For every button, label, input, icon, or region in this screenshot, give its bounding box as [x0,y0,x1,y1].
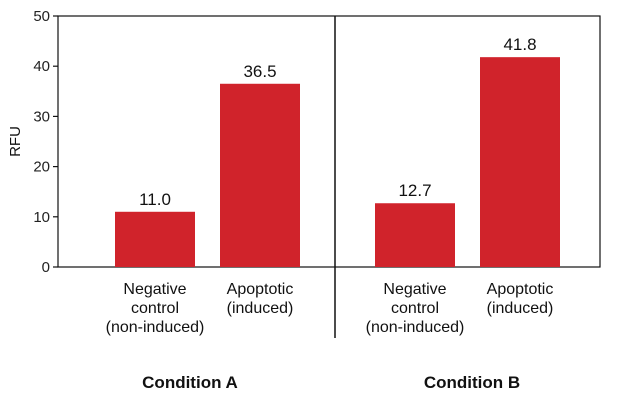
category-label-line: Apoptotic [487,281,554,298]
category-label-line: (non-induced) [366,319,465,336]
category-label-line: (induced) [227,300,294,317]
data-label: 36.5 [243,62,276,81]
category-label-line: Negative [123,281,186,298]
category-label-line: Apoptotic [227,281,294,298]
y-tick-label: 0 [42,259,50,276]
category-label-line: control [391,300,439,317]
plot-frame [57,15,601,268]
bar [375,203,455,267]
y-tick-label: 50 [33,8,50,25]
y-tick-label: 20 [33,159,50,176]
y-tick-label: 40 [33,58,50,75]
data-label: 11.0 [139,190,171,209]
category-label-line: control [131,300,179,317]
category-label-line: (non-induced) [106,319,205,336]
category-label: Negative control (non-induced) [366,281,465,336]
group-label: Condition A [142,373,238,392]
category-label: Negative control (non-induced) [106,281,205,336]
y-axis-title: RFU [7,126,24,157]
category-label: Apoptotic (induced) [227,281,294,317]
data-label: 41.8 [503,35,536,54]
bar [480,57,560,267]
category-label: Apoptotic (induced) [487,281,554,317]
group-label: Condition B [424,373,520,392]
category-label-line: (induced) [487,300,554,317]
bar [115,211,195,267]
y-tick-label: 10 [33,209,50,226]
category-label-line: Negative [383,281,446,298]
data-label: 12.7 [398,181,431,200]
bar [220,83,300,268]
y-tick-label: 30 [33,108,50,125]
